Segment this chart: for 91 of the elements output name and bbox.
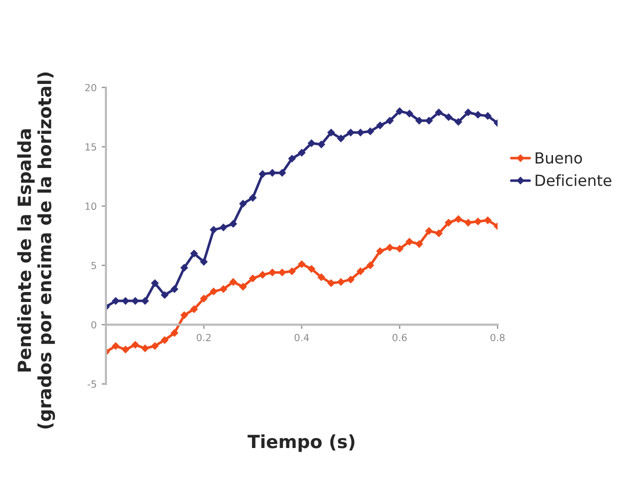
point bbox=[141, 297, 150, 305]
y-tick-label: -5 bbox=[88, 380, 96, 388]
y-tick-label: 5 bbox=[91, 262, 96, 270]
legend-label: Bueno bbox=[536, 152, 582, 164]
point bbox=[464, 218, 472, 227]
point bbox=[200, 258, 208, 266]
y-axis-title: Pendiente de la Espalda (grados por encima de la horizotal) bbox=[17, 72, 56, 429]
point bbox=[386, 244, 394, 252]
point bbox=[454, 118, 462, 126]
x-axis-title: Tiempo (s) bbox=[248, 434, 354, 452]
point bbox=[229, 278, 238, 286]
point bbox=[336, 134, 345, 142]
point bbox=[150, 342, 159, 350]
point bbox=[308, 139, 316, 148]
point bbox=[366, 127, 374, 136]
point bbox=[327, 279, 336, 288]
point bbox=[376, 122, 384, 130]
point bbox=[444, 218, 453, 227]
point bbox=[170, 285, 178, 293]
y-tick-label: 10 bbox=[86, 202, 96, 210]
point bbox=[415, 240, 424, 248]
point bbox=[180, 264, 188, 272]
point bbox=[278, 168, 286, 177]
point bbox=[434, 229, 443, 238]
x-tick-label: 0.2 bbox=[196, 334, 211, 342]
point bbox=[346, 276, 355, 284]
point bbox=[484, 216, 492, 224]
point bbox=[122, 346, 130, 354]
point bbox=[317, 273, 326, 282]
point bbox=[141, 344, 150, 352]
point bbox=[425, 227, 433, 235]
x-tick-label: 0.8 bbox=[490, 334, 505, 342]
point bbox=[356, 128, 364, 136]
point bbox=[219, 285, 228, 293]
point bbox=[160, 336, 169, 344]
point bbox=[239, 200, 247, 208]
y-tick-label: 0 bbox=[91, 321, 96, 328]
point bbox=[484, 112, 492, 120]
point bbox=[248, 194, 257, 202]
point bbox=[258, 170, 267, 178]
point bbox=[308, 264, 316, 273]
point bbox=[434, 108, 443, 116]
point bbox=[336, 278, 345, 286]
point bbox=[356, 267, 364, 276]
point bbox=[415, 116, 424, 125]
point bbox=[425, 116, 433, 125]
point bbox=[444, 113, 453, 122]
point bbox=[131, 340, 140, 349]
point bbox=[180, 311, 188, 320]
point bbox=[474, 110, 482, 119]
point bbox=[268, 268, 276, 276]
point bbox=[248, 274, 257, 282]
point bbox=[190, 305, 198, 314]
point bbox=[298, 148, 306, 157]
point bbox=[298, 260, 306, 268]
point bbox=[268, 168, 276, 177]
point bbox=[229, 220, 238, 228]
point bbox=[406, 110, 414, 118]
point bbox=[112, 297, 120, 305]
point bbox=[239, 282, 247, 291]
point bbox=[406, 238, 414, 246]
point bbox=[474, 218, 482, 226]
point bbox=[396, 244, 404, 253]
point bbox=[278, 268, 286, 276]
point bbox=[160, 291, 169, 299]
point bbox=[210, 288, 218, 296]
point bbox=[327, 128, 336, 136]
point bbox=[366, 261, 374, 270]
point bbox=[200, 294, 208, 302]
point bbox=[317, 140, 326, 148]
point bbox=[122, 297, 130, 305]
legend-label: Deficiente bbox=[536, 174, 612, 186]
point bbox=[464, 108, 472, 116]
point bbox=[386, 116, 394, 125]
point bbox=[258, 270, 267, 279]
x-tick-label: 0.6 bbox=[392, 334, 407, 342]
point bbox=[112, 342, 120, 350]
point bbox=[190, 250, 198, 258]
y-tick-label: 20 bbox=[85, 84, 96, 92]
point bbox=[131, 297, 140, 305]
point bbox=[150, 279, 159, 288]
point bbox=[454, 215, 462, 224]
y-tick-label: 15 bbox=[86, 143, 96, 151]
point bbox=[219, 223, 228, 232]
point bbox=[170, 329, 178, 337]
point bbox=[396, 107, 404, 116]
point bbox=[376, 247, 384, 256]
point bbox=[288, 267, 296, 276]
x-tick-label: 0.4 bbox=[294, 334, 309, 342]
point bbox=[210, 226, 218, 234]
point bbox=[288, 154, 296, 163]
